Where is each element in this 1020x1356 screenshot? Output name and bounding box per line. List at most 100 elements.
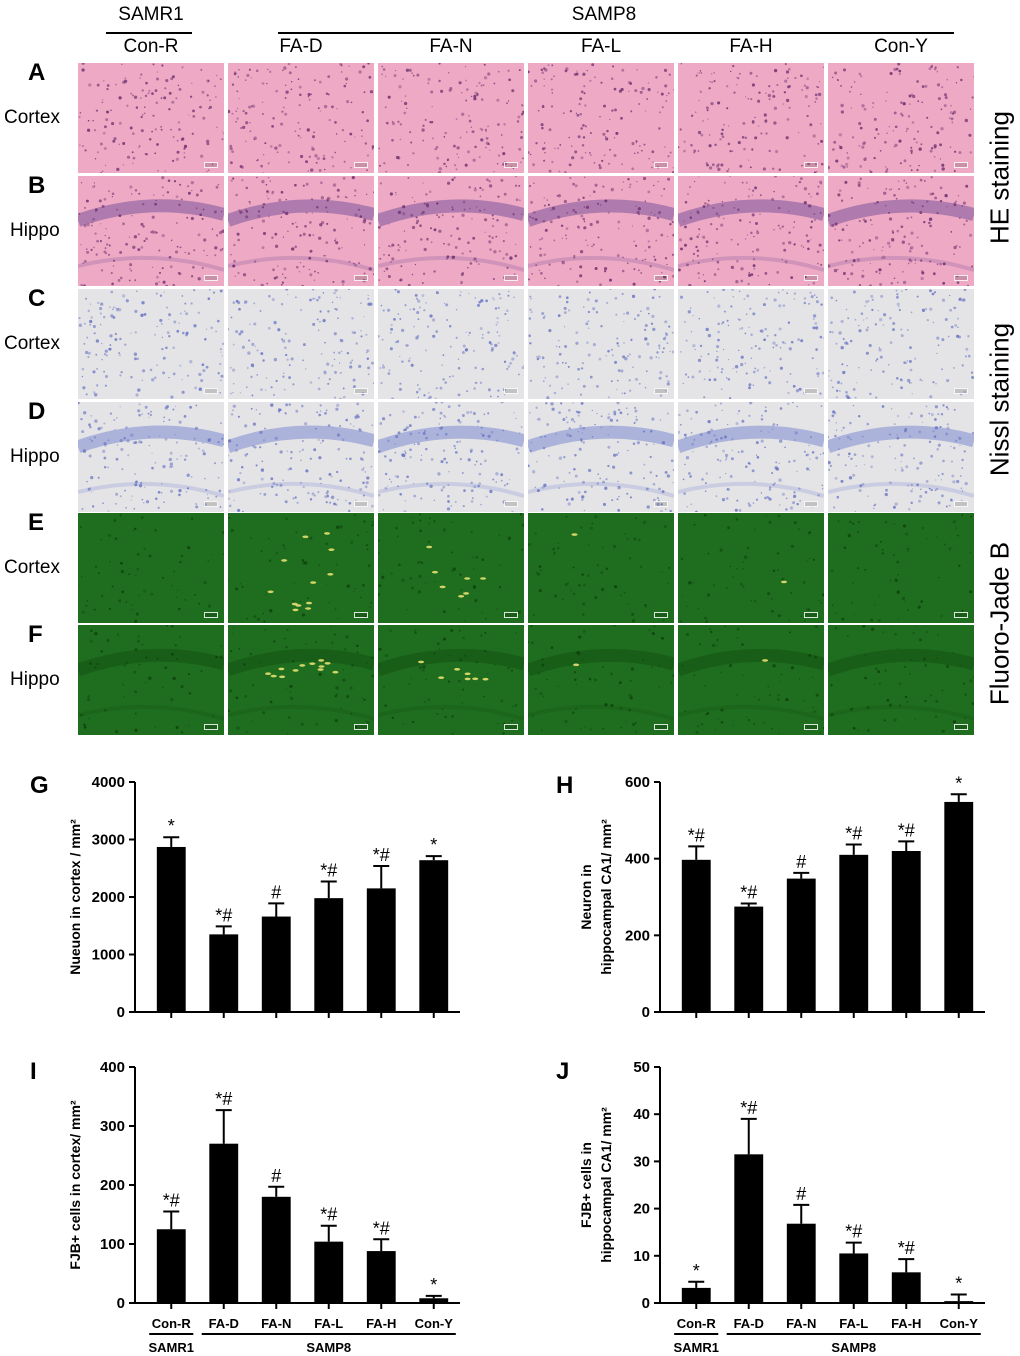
significance-mark: *# [320,1205,337,1225]
bar-fa-n [261,916,291,1012]
y-tick-label: 0 [117,1295,125,1312]
bar-fa-n [786,878,816,1012]
micrograph-a-con-r [78,63,224,173]
chart-letter-j: J [556,1058,570,1085]
y-tick-label: 10 [633,1248,650,1265]
x-tick-label: FA-D [209,1316,239,1331]
row-letter-e: E [28,509,45,536]
scale-bar [504,388,518,394]
row-region-e: Cortex [4,557,60,578]
significance-mark: *# [898,820,915,840]
micrograph-d-fa-h [678,402,824,512]
significance-mark: *# [845,823,862,843]
side-label-fjb: Fluoro-Jade B [984,541,1015,706]
significance-mark: *# [373,1218,390,1238]
y-tick-label: 400 [100,1059,125,1076]
y-tick-label: 50 [633,1059,650,1076]
scale-bar [354,275,368,281]
bar-fa-d [734,1154,764,1303]
row-letter-f: F [28,621,43,648]
row-region-d: Hippo [10,446,60,467]
y-axis-label: FJB+ cells in [578,1142,594,1228]
scale-bar [954,612,968,618]
micrograph-a-con-y [828,63,974,173]
group-label: SAMR1 [673,1340,719,1355]
micrograph-d-fa-d [228,402,374,512]
significance-mark: *# [898,1238,915,1258]
y-axis-label: hippocampal CA1/ mm² [598,1107,614,1263]
y-tick-label: 300 [100,1118,125,1135]
scale-bar [354,501,368,507]
micrograph-c-con-y [828,289,974,399]
significance-mark: *# [740,1098,757,1118]
micrograph-b-fa-n [378,176,524,286]
significance-mark: *# [373,845,390,865]
significance-mark: *# [688,825,705,845]
x-tick-label: FA-H [366,1316,396,1331]
group-label: SAMP8 [306,1340,351,1355]
scale-bar [204,275,218,281]
scale-bar [204,724,218,730]
significance-mark: * [955,773,962,793]
micrograph-b-fa-h [678,176,824,286]
y-tick-label: 0 [642,1004,650,1021]
group-label: SAMR1 [148,1340,194,1355]
micrograph-a-fa-n [378,63,524,173]
bar-fa-h [366,888,396,1012]
bar-con-y [419,1298,449,1303]
micrograph-e-fa-n [378,513,524,623]
significance-mark: * [430,1275,437,1295]
scale-bar [504,724,518,730]
y-axis-label: Nueuon in cortex / mm² [67,819,83,975]
column-label-fa-n: FA-N [429,36,473,57]
significance-mark: * [955,1274,962,1294]
significance-mark: *# [215,905,232,925]
micrograph-f-con-y [828,625,974,735]
bar-fa-l [839,1253,869,1303]
scale-bar [654,162,668,168]
scale-bar [354,388,368,394]
x-tick-label: FA-H [891,1316,921,1331]
x-tick-label: FA-N [786,1316,816,1331]
chart-letter-h: H [556,772,574,799]
chart-j-fjb-ca1: 0 10 20 30 40 50 FJB+ cells in hippocampal CA1/… [578,1059,985,1355]
significance-mark: *# [740,883,757,903]
bar-fa-d [734,906,764,1012]
significance-mark: *# [320,860,337,880]
y-tick-label: 30 [633,1153,650,1170]
micrograph-d-fa-l [528,402,674,512]
y-tick-label: 400 [625,851,650,868]
y-tick-label: 4000 [92,774,125,791]
micrograph-c-fa-n [378,289,524,399]
y-tick-label: 3000 [92,832,125,849]
bar-fa-l [314,1241,344,1303]
column-label-fa-d: FA-D [279,36,323,57]
scale-bar [504,275,518,281]
micrograph-b-con-y [828,176,974,286]
scale-bar [954,724,968,730]
micrograph-e-fa-d [228,513,374,623]
scale-bar [804,275,818,281]
y-tick-label: 40 [633,1106,650,1123]
bar-fa-h [891,1272,921,1303]
y-tick-label: 100 [100,1236,125,1253]
x-tick-label: Con-Y [940,1316,979,1331]
micrograph-d-con-r [78,402,224,512]
micrograph-b-con-r [78,176,224,286]
samp8-group-label: SAMP8 [571,4,637,25]
micrograph-a-fa-h [678,63,824,173]
bar-fa-n [261,1196,291,1303]
bar-fa-l [314,898,344,1012]
scale-bar [804,162,818,168]
significance-mark: * [430,835,437,855]
micrograph-d-con-y [828,402,974,512]
chart-h-neuron-ca1: 0 200 400 600 Neuron in hippocampal CA1/ mm² *… [578,773,985,1021]
significance-mark: # [796,852,806,872]
bar-con-r [156,1229,186,1303]
x-tick-label: FA-N [261,1316,291,1331]
significance-mark: # [271,1166,281,1186]
x-tick-label: FA-L [839,1316,868,1331]
significance-mark: *# [845,1222,862,1242]
y-tick-label: 20 [633,1201,650,1218]
